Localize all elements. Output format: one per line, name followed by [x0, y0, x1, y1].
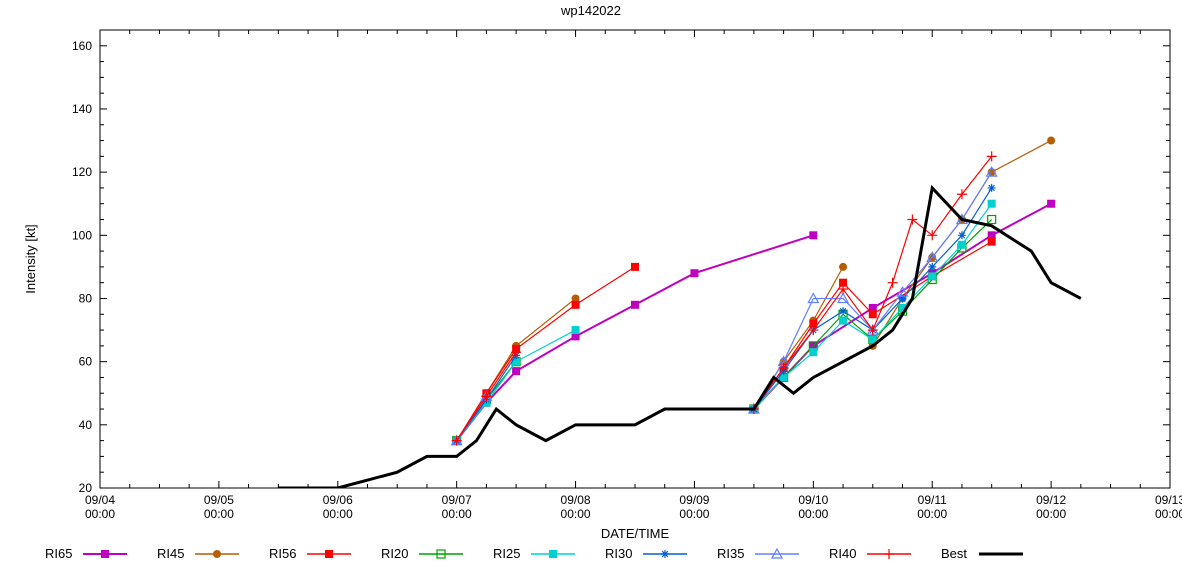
y-tick-label: 80: [79, 291, 93, 305]
x-tick-time: 00:00: [1155, 507, 1182, 521]
x-tick-time: 00:00: [323, 507, 353, 521]
chart-svg: wp1420222040608010012014016009/0400:0009…: [0, 0, 1182, 567]
chart-bg: [0, 0, 1182, 567]
legend-label: RI56: [269, 546, 296, 561]
x-tick-date: 09/09: [679, 493, 709, 507]
legend-label: RI40: [829, 546, 856, 561]
x-tick-date: 09/06: [323, 493, 353, 507]
chart-title: wp142022: [560, 3, 621, 18]
x-tick-date: 09/08: [561, 493, 591, 507]
x-tick-time: 00:00: [85, 507, 115, 521]
legend-label: RI20: [381, 546, 408, 561]
x-tick-date: 09/04: [85, 493, 115, 507]
x-tick-date: 09/07: [442, 493, 472, 507]
x-tick-date: 09/05: [204, 493, 234, 507]
y-tick-label: 160: [72, 39, 92, 53]
y-tick-label: 100: [72, 228, 92, 242]
legend-label: Best: [941, 546, 967, 561]
x-tick-date: 09/12: [1036, 493, 1066, 507]
legend-label: RI25: [493, 546, 520, 561]
x-tick-date: 09/10: [798, 493, 828, 507]
x-tick-date: 09/13: [1155, 493, 1182, 507]
x-axis-label: DATE/TIME: [601, 526, 670, 541]
y-tick-label: 40: [79, 418, 93, 432]
x-tick-time: 00:00: [442, 507, 472, 521]
y-axis-label: Intensity [kt]: [23, 224, 38, 293]
y-tick-label: 60: [79, 355, 93, 369]
chart-container: wp1420222040608010012014016009/0400:0009…: [0, 0, 1182, 567]
legend-label: RI65: [45, 546, 72, 561]
y-tick-label: 140: [72, 102, 92, 116]
legend-label: RI45: [157, 546, 184, 561]
x-tick-time: 00:00: [798, 507, 828, 521]
x-tick-date: 09/11: [918, 493, 947, 507]
x-tick-time: 00:00: [679, 507, 709, 521]
x-tick-time: 00:00: [204, 507, 234, 521]
x-tick-time: 00:00: [917, 507, 947, 521]
y-tick-label: 120: [72, 165, 92, 179]
legend-label: RI35: [717, 546, 744, 561]
x-tick-time: 00:00: [1036, 507, 1066, 521]
x-tick-time: 00:00: [561, 507, 591, 521]
legend-label: RI30: [605, 546, 632, 561]
